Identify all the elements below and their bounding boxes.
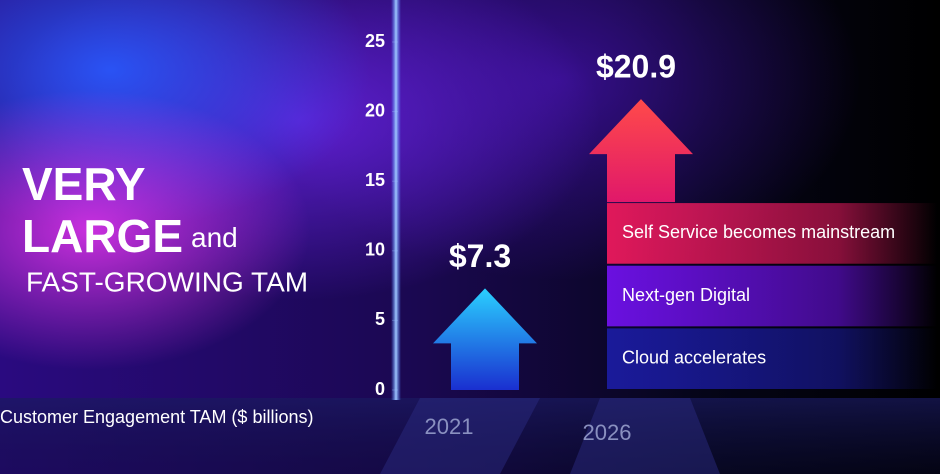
- axis-title: Customer Engagement TAM ($ billions): [0, 407, 313, 427]
- arrow-bar: [589, 99, 693, 203]
- y-tick-label: 25: [365, 31, 385, 51]
- y-tick-label: 0: [375, 379, 385, 399]
- arrow-bar: [433, 288, 537, 390]
- segment-label: Self Service becomes mainstream: [622, 222, 895, 242]
- y-tick-label: 15: [365, 170, 385, 190]
- segment: [607, 265, 937, 327]
- y-axis-line: [391, 0, 401, 400]
- headline: VERY: [22, 158, 146, 210]
- value-label: $7.3: [449, 238, 511, 274]
- y-tick-label: 10: [365, 240, 385, 260]
- spotlight: [570, 398, 720, 474]
- segment-label: Next-gen Digital: [622, 285, 750, 305]
- spotlight: [380, 398, 540, 474]
- segment: [607, 203, 937, 264]
- segment: [607, 328, 937, 389]
- y-tick-label: 20: [365, 100, 385, 120]
- value-label: $20.9: [596, 49, 676, 85]
- segment-label: Cloud accelerates: [622, 347, 766, 367]
- headline: FAST-GROWING TAM: [26, 266, 308, 297]
- headline: LARGE and: [22, 210, 238, 262]
- x-tick-label: 2026: [583, 420, 632, 445]
- y-tick-label: 5: [375, 309, 385, 329]
- x-tick-label: 2021: [425, 414, 474, 439]
